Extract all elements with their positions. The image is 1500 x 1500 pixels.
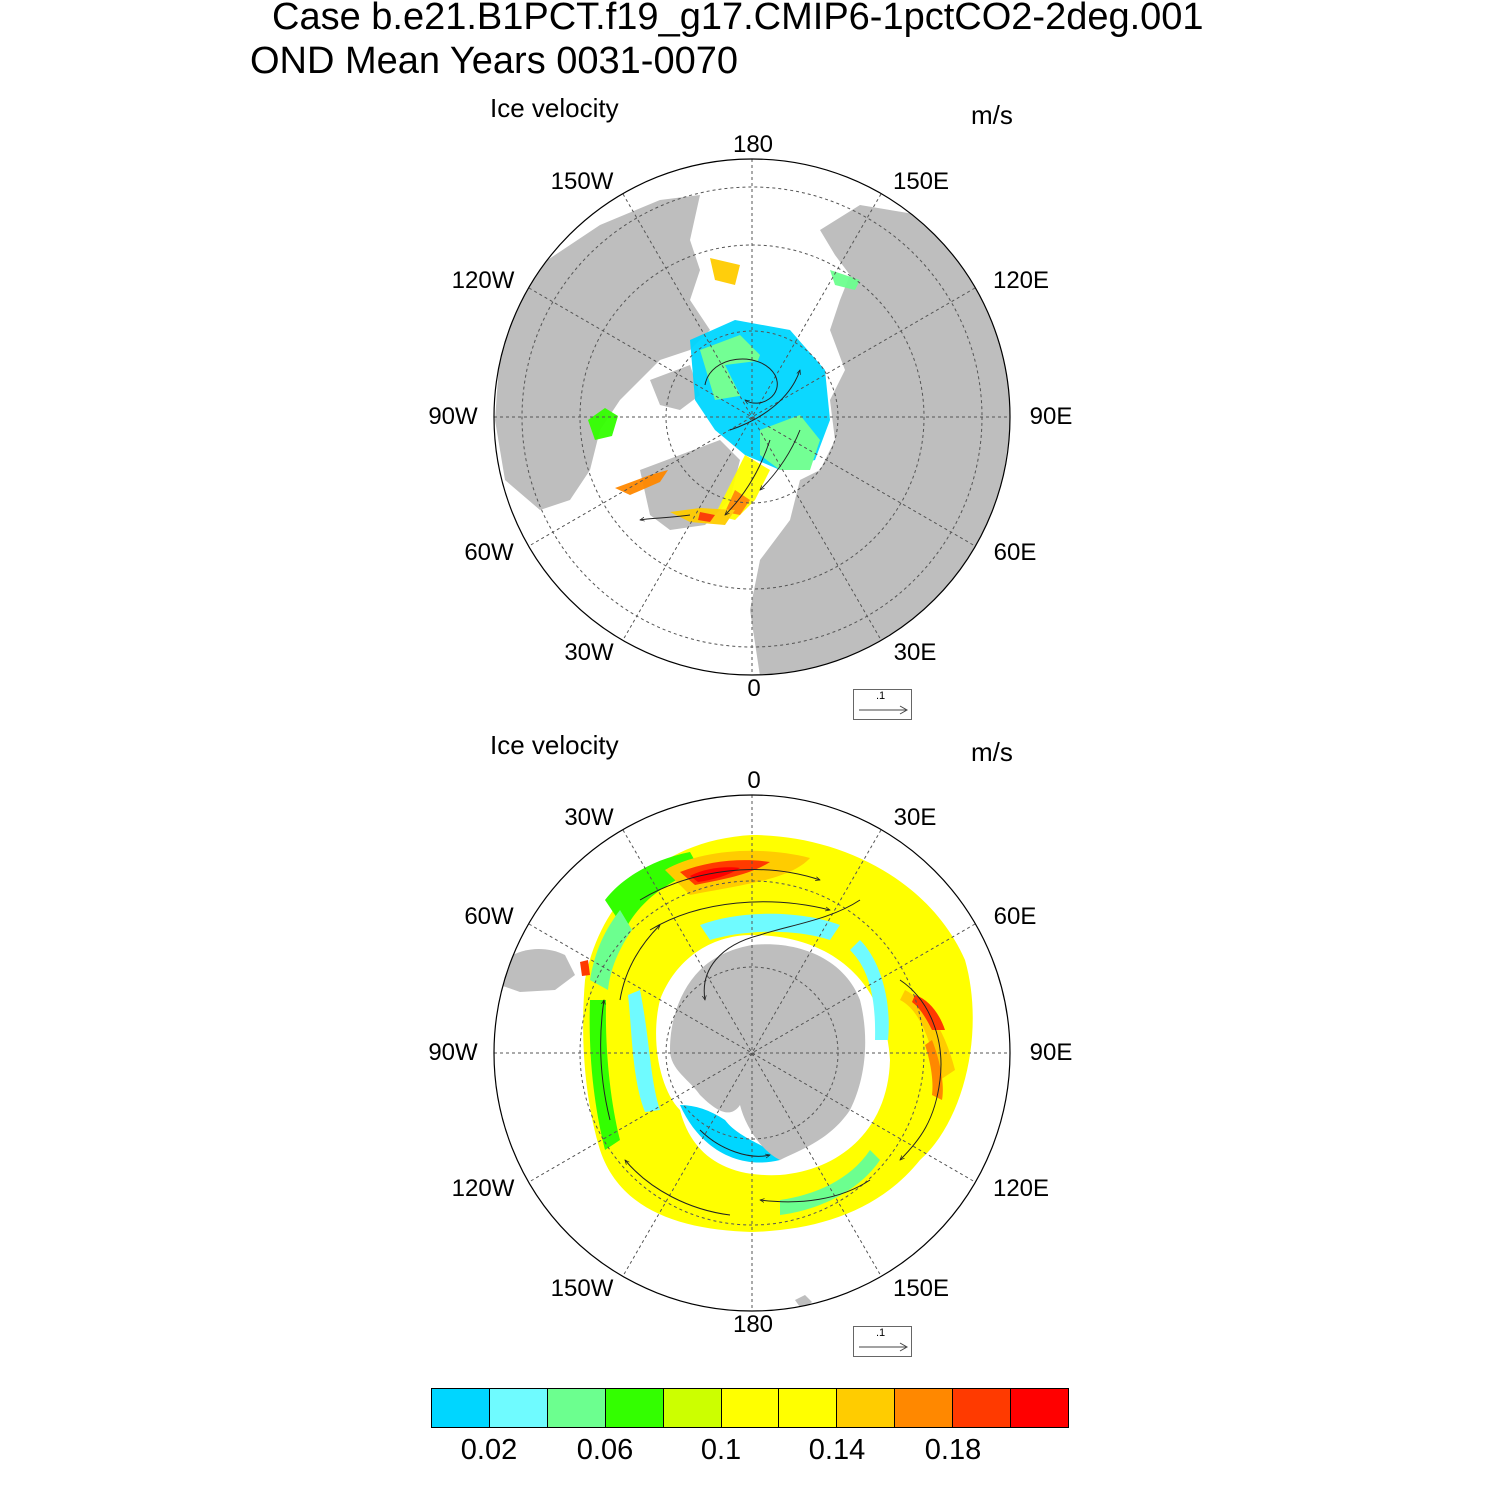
north-polar-map: [494, 159, 1010, 675]
south-lon-label-90e: 90E: [1029, 1039, 1073, 1066]
north-lon-label-90e: 90E: [1029, 403, 1073, 430]
south-lon-label-60e: 60E: [993, 903, 1037, 930]
south-lon-label-30e: 30E: [893, 804, 937, 831]
north-lon-label-60e: 60E: [993, 539, 1037, 566]
south-lon-label-180: 180: [732, 1311, 774, 1338]
south-lon-label-60w: 60W: [464, 903, 514, 930]
north-lon-label-90w: 90W: [428, 403, 478, 430]
colorbar-label: 0.1: [700, 1434, 742, 1466]
colorbar-swatch: [953, 1389, 1012, 1427]
arrow-icon: [859, 1342, 909, 1352]
colorbar: [431, 1388, 1069, 1428]
south-lon-label-120e: 120E: [992, 1175, 1050, 1202]
south-reference-vector-value: .1: [876, 1327, 886, 1339]
south-reference-vector: .1: [853, 1326, 912, 1357]
north-lon-label-0: 0: [747, 675, 761, 702]
south-land-new-zealand: [795, 1295, 812, 1310]
north-panel-units: m/s: [971, 100, 1013, 130]
figure-title-case: Case b.e21.B1PCT.f19_g17.CMIP6-1pctCO2-2…: [272, 0, 1204, 38]
north-reference-vector: .1: [853, 689, 912, 720]
north-lon-label-180: 180: [732, 131, 774, 158]
colorbar-swatch: [1011, 1389, 1068, 1427]
colorbar-swatch: [432, 1389, 490, 1427]
south-lon-label-150e: 150E: [892, 1275, 950, 1302]
south-graticule: [494, 795, 1010, 1311]
north-vectors: [640, 358, 800, 520]
colorbar-swatch: [663, 1389, 722, 1427]
north-lon-label-30e: 30E: [893, 639, 937, 666]
north-lon-label-150e: 150E: [892, 168, 950, 195]
north-reference-vector-value: .1: [876, 690, 886, 702]
north-lon-label-150w: 150W: [550, 168, 614, 195]
colorbar-label: 0.14: [808, 1434, 866, 1466]
south-polar-map: [494, 795, 1010, 1311]
colorbar-label: 0.02: [460, 1434, 518, 1466]
colorbar-swatch: [489, 1389, 548, 1427]
south-panel-label: Ice velocity: [490, 730, 619, 760]
colorbar-swatch: [837, 1389, 896, 1427]
south-lon-label-30w: 30W: [564, 804, 614, 831]
south-lon-label-150w: 150W: [550, 1275, 614, 1302]
north-panel-label: Ice velocity: [490, 93, 619, 123]
south-lon-label-120w: 120W: [451, 1175, 515, 1202]
colorbar-swatch: [721, 1389, 780, 1427]
colorbar-swatch: [547, 1389, 606, 1427]
figure-title-period: OND Mean Years 0031-0070: [250, 40, 738, 82]
north-lon-label-120e: 120E: [992, 267, 1050, 294]
south-vectors: [600, 869, 942, 1216]
south-ice-field: [580, 835, 973, 1232]
south-lon-label-90w: 90W: [428, 1039, 478, 1066]
colorbar-label: 0.06: [576, 1434, 634, 1466]
north-lon-label-60w: 60W: [464, 539, 514, 566]
south-land-antarctica: [670, 944, 866, 1160]
arrow-icon: [859, 705, 909, 715]
colorbar-swatch: [605, 1389, 664, 1427]
north-lon-label-30w: 30W: [564, 639, 614, 666]
colorbar-label: 0.18: [924, 1434, 982, 1466]
north-graticule: [494, 159, 1010, 675]
south-lon-label-0: 0: [747, 767, 761, 794]
colorbar-swatch: [779, 1389, 838, 1427]
colorbar-swatch: [895, 1389, 954, 1427]
north-lon-label-120w: 120W: [451, 267, 515, 294]
south-land-south-america: [500, 948, 575, 992]
south-panel-units: m/s: [971, 737, 1013, 767]
